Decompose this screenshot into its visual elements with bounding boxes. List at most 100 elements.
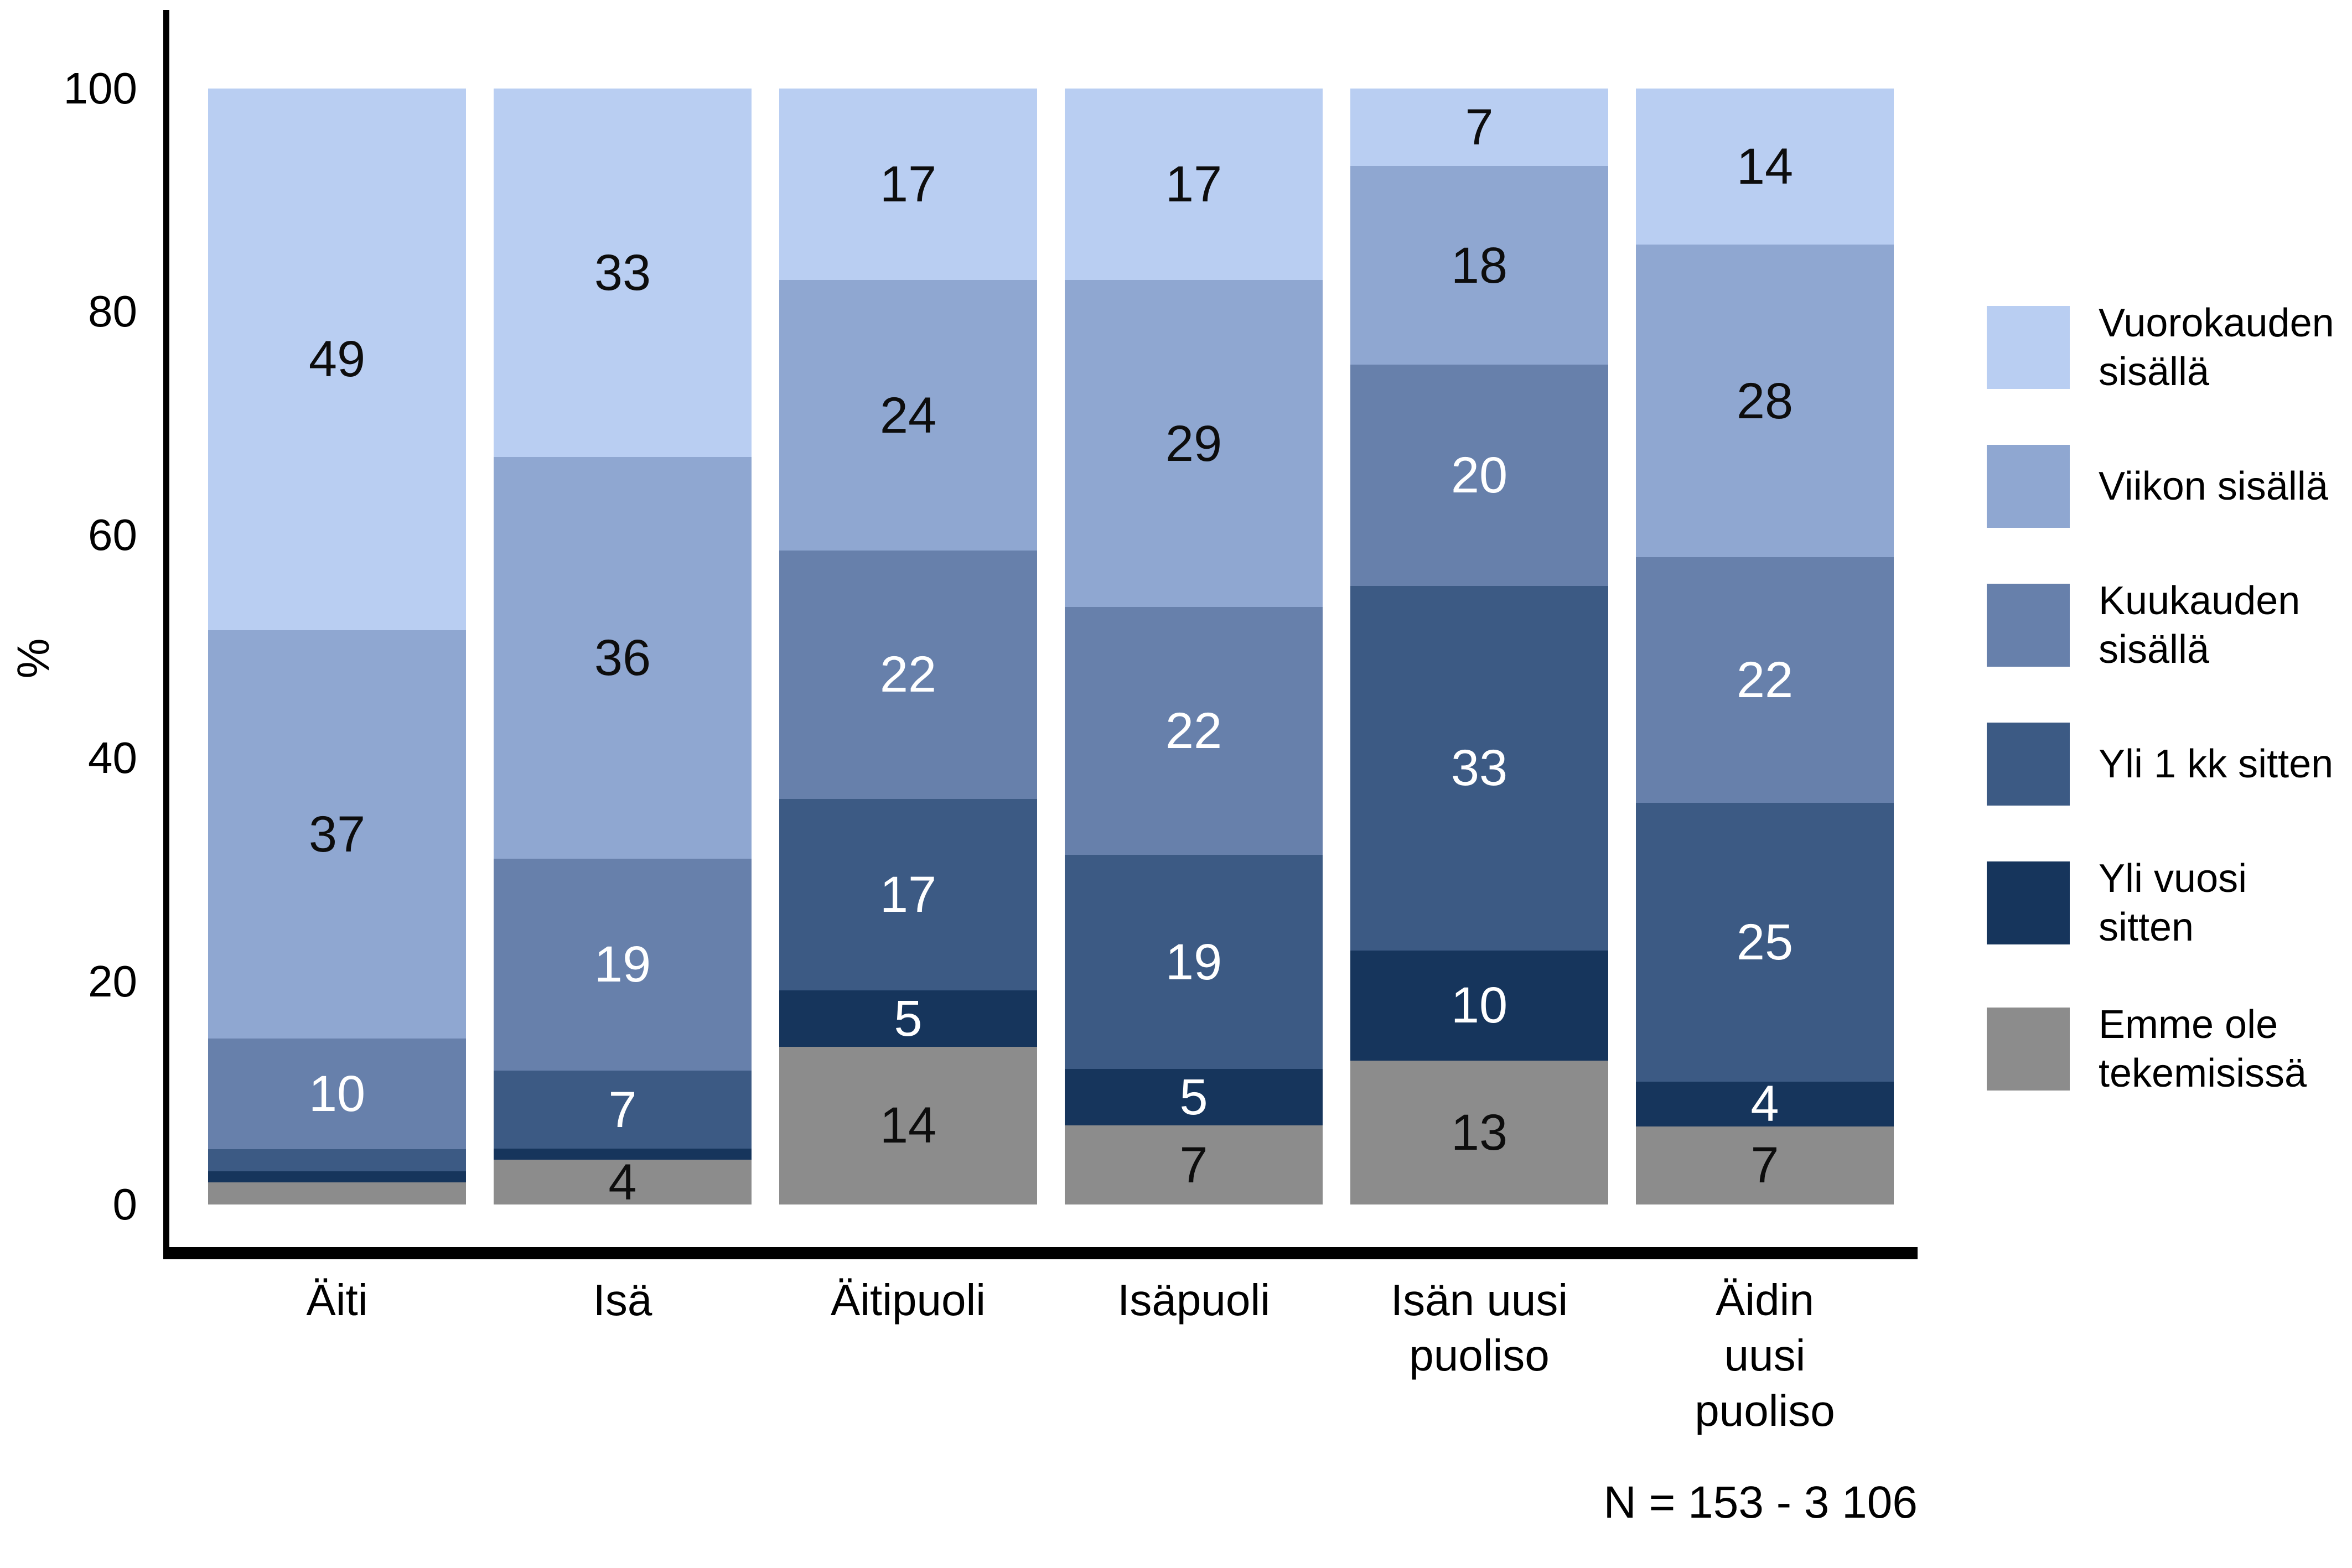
bar-segment: 7	[494, 1070, 752, 1149]
legend-label: Yli 1 kk sitten	[2099, 742, 2334, 786]
legend-color-swatch	[1987, 584, 2070, 667]
y-tick-label: 0	[112, 1180, 138, 1229]
x-category-label: Isä	[593, 1275, 652, 1325]
bar-segment: 13	[1350, 1061, 1608, 1204]
segment-value-label: 5	[1179, 1069, 1208, 1126]
segment-value-label: 49	[308, 331, 366, 388]
segment-value-label: 17	[879, 866, 937, 923]
bar-segment: 10	[1350, 950, 1608, 1061]
bar-segment: 33	[1350, 585, 1608, 951]
bar-segment: 25	[1636, 802, 1894, 1082]
x-category-label: Äiti	[306, 1275, 368, 1325]
legend-label: Emme ole tekemisissä	[2099, 1003, 2307, 1095]
y-tick-label: 80	[88, 287, 137, 336]
segment-value-label: 19	[1165, 933, 1222, 990]
bar-segment: 24	[779, 280, 1037, 551]
bar-segment: 14	[1636, 89, 1894, 245]
bar-segment: 4	[494, 1157, 752, 1208]
segment-value-label: 36	[594, 629, 651, 686]
segment-value-label: 7	[608, 1081, 637, 1138]
bar-segment: 18	[1350, 165, 1608, 365]
segment-value-label: 33	[1450, 740, 1508, 797]
bar-segment: 4	[1636, 1078, 1894, 1129]
segment-value-label: 24	[879, 387, 937, 444]
bar-segment: 37	[208, 630, 466, 1039]
bar-segment: 33	[494, 89, 752, 457]
bar-segment: 22	[1065, 607, 1323, 855]
legend: Vuorokauden sisällä Viikon sisällä Kuukaude…	[1987, 299, 2352, 1098]
bar-segment: 14	[779, 1046, 1037, 1204]
bar-segment: 17	[779, 798, 1037, 990]
legend-color-swatch	[1987, 445, 2070, 528]
bar-Äitipuoli: 17 24 22 17 5 14	[779, 89, 1037, 1204]
bar-segment: 7	[1065, 1125, 1323, 1204]
legend-label: Viikon sisällä	[2099, 464, 2328, 508]
bar-segment: 20	[1350, 365, 1608, 586]
bar-segment: 22	[779, 551, 1037, 799]
bar-segment: 36	[494, 456, 752, 859]
bar-Isä: 33 36 19 7 4	[494, 89, 752, 1208]
segment-value-label: 28	[1736, 372, 1794, 429]
bar-segment	[494, 1149, 752, 1160]
bar-segment: 7	[1636, 1126, 1894, 1204]
bar-segment: 5	[779, 990, 1037, 1047]
y-tick-label: 20	[88, 956, 137, 1006]
bar-segment: 19	[494, 858, 752, 1071]
legend-item: Yli 1 kk sitten	[1987, 723, 2352, 806]
bar-segment	[208, 1182, 466, 1204]
y-axis-title: %	[8, 638, 59, 679]
segment-value-label: 20	[1450, 446, 1508, 503]
x-category-label: Äidin uusi puoliso	[1695, 1275, 1835, 1435]
bar-segment: 17	[779, 89, 1037, 281]
legend-color-swatch	[1987, 306, 2070, 389]
segment-value-label: 7	[1465, 98, 1494, 155]
segment-value-label: 22	[879, 646, 937, 703]
legend-label: Yli vuosi sitten	[2099, 856, 2247, 949]
segment-value-label: 17	[1165, 156, 1222, 213]
segment-value-label: 10	[308, 1066, 366, 1123]
segment-value-label: 7	[1750, 1137, 1779, 1194]
legend-item: Emme ole tekemisissä	[1987, 1000, 2352, 1098]
bar-segment: 29	[1065, 280, 1323, 608]
segment-value-label: 29	[1165, 415, 1222, 472]
legend-item: Yli vuosi sitten	[1987, 854, 2352, 952]
segment-value-label: 14	[879, 1097, 937, 1154]
x-category-label: Isän uusi puoliso	[1390, 1275, 1568, 1380]
bar-segment	[208, 1171, 466, 1183]
legend-label: Kuukauden sisällä	[2099, 579, 2301, 672]
bar-Äiti: 49 37 10	[208, 89, 466, 1204]
bar-Äidin uusi puoliso: 14 28 22 25 4 7	[1636, 89, 1894, 1204]
bar-segment: 49	[208, 89, 466, 630]
bar-Isäpuoli: 17 29 22 19 5 7	[1065, 89, 1323, 1204]
segment-value-label: 7	[1179, 1136, 1208, 1193]
legend-color-swatch	[1987, 723, 2070, 806]
segment-value-label: 5	[894, 990, 923, 1047]
x-axis-line	[163, 1247, 1918, 1259]
y-tick-label: 40	[88, 733, 137, 783]
segment-value-label: 4	[608, 1154, 637, 1211]
segment-value-label: 10	[1450, 977, 1508, 1034]
legend-item: Kuukauden sisällä	[1987, 577, 2352, 674]
segment-value-label: 18	[1450, 237, 1508, 294]
legend-item: Vuorokauden sisällä	[1987, 299, 2352, 396]
x-category-label: Äitipuoli	[830, 1275, 986, 1325]
segment-value-label: 14	[1736, 138, 1794, 195]
segment-value-label: 13	[1450, 1104, 1508, 1161]
bar-segment: 17	[1065, 89, 1323, 281]
legend-label: Vuorokauden sisällä	[2099, 301, 2334, 394]
y-tick-label: 100	[63, 64, 137, 113]
bar-segment: 10	[208, 1039, 466, 1150]
segment-value-label: 22	[1736, 651, 1794, 708]
segment-value-label: 19	[594, 936, 651, 993]
bar-segment: 7	[1350, 89, 1608, 166]
segment-value-label: 22	[1165, 703, 1222, 760]
bar-segment: 19	[1065, 855, 1323, 1069]
legend-item: Viikon sisällä	[1987, 445, 2352, 528]
sample-size-note: N = 153 - 3 106	[1603, 1477, 1918, 1528]
x-category-label: Isäpuoli	[1117, 1275, 1270, 1325]
bar-segment	[208, 1149, 466, 1172]
bar-segment: 28	[1636, 245, 1894, 558]
segment-value-label: 17	[879, 156, 937, 213]
bar-segment: 22	[1636, 557, 1894, 803]
